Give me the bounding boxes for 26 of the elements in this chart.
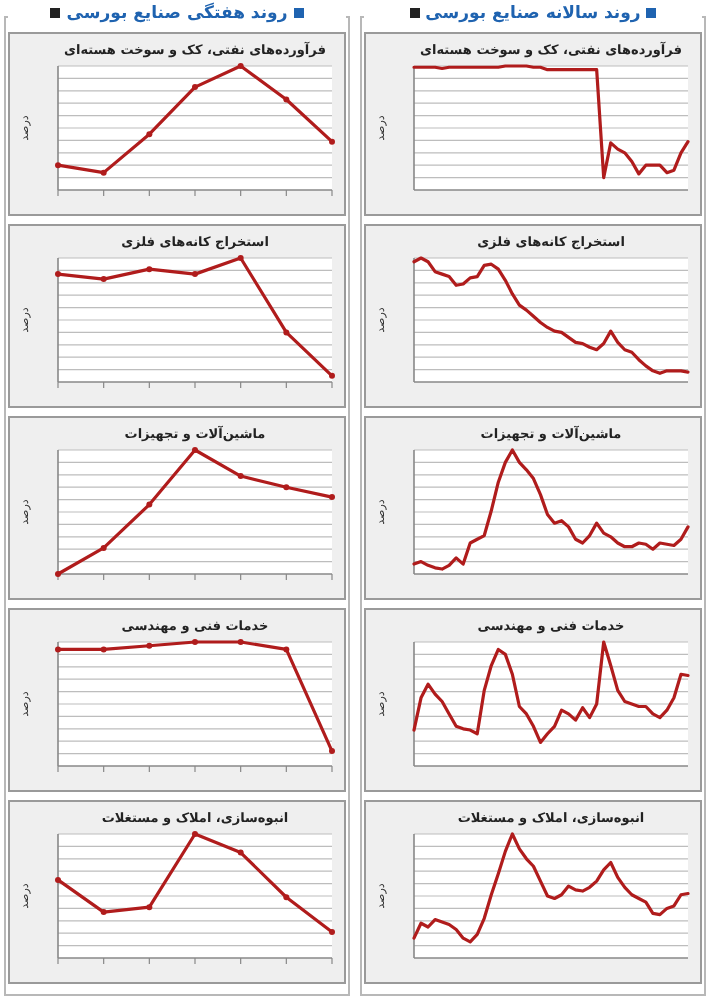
point: [283, 646, 290, 653]
point: [100, 169, 107, 176]
point: [146, 266, 153, 273]
point: [146, 131, 153, 138]
point: [146, 501, 153, 508]
point: [55, 162, 61, 169]
text: روند هفتگی صنایع بورسی: [66, 4, 288, 24]
point: [237, 849, 244, 856]
point: [283, 484, 290, 491]
point: [100, 544, 107, 551]
point: [237, 639, 244, 645]
point: [237, 255, 244, 261]
point: [237, 473, 244, 480]
point: [100, 646, 107, 653]
point: [283, 96, 290, 103]
point: [283, 329, 290, 336]
point: [100, 276, 107, 283]
point: [146, 642, 153, 649]
point: [55, 646, 61, 653]
point: [329, 138, 335, 145]
point: [329, 372, 335, 379]
point: [283, 894, 290, 901]
point: [100, 909, 107, 916]
text: روند سالانه صنایع بورسی: [425, 4, 641, 24]
point: [146, 904, 153, 911]
point: [237, 63, 244, 69]
